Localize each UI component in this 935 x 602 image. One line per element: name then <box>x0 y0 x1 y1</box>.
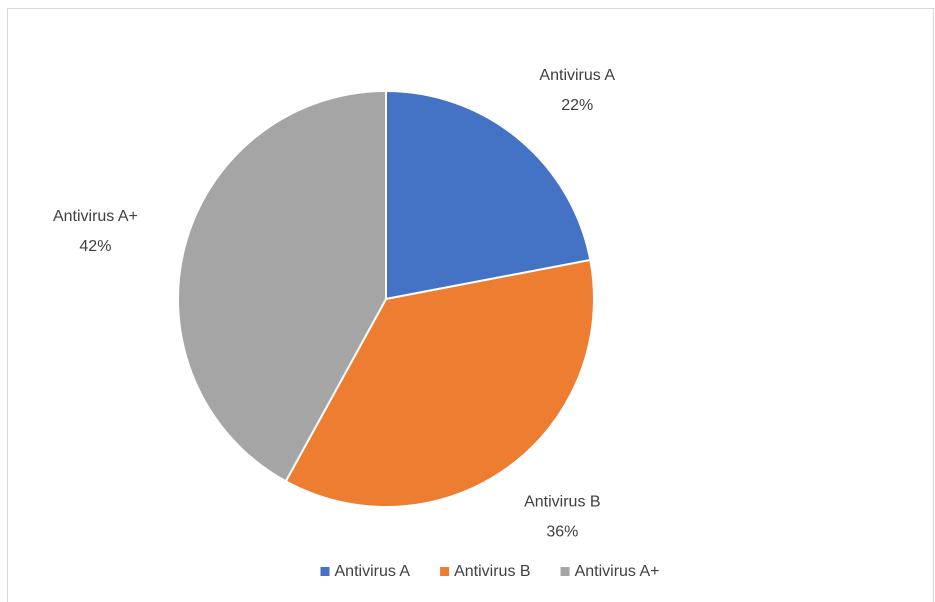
pie-slice <box>284 258 595 508</box>
data-label-value: 36% <box>546 524 578 541</box>
legend-label: Antivirus B <box>454 563 530 580</box>
data-label-category: Antivirus A+ <box>53 208 138 225</box>
legend-swatch <box>440 567 450 576</box>
data-label-category: Antivirus A <box>539 67 615 84</box>
legend-swatch <box>560 567 570 576</box>
pie-slice <box>385 89 592 301</box>
data-label-category: Antivirus B <box>524 494 600 511</box>
legend-swatch <box>320 567 330 576</box>
pie-slice <box>177 89 387 483</box>
data-label-value: 42% <box>79 238 111 255</box>
legend-label: Antivirus A <box>335 563 411 580</box>
data-label-value: 22% <box>561 97 593 114</box>
legend-label: Antivirus A+ <box>575 563 660 580</box>
